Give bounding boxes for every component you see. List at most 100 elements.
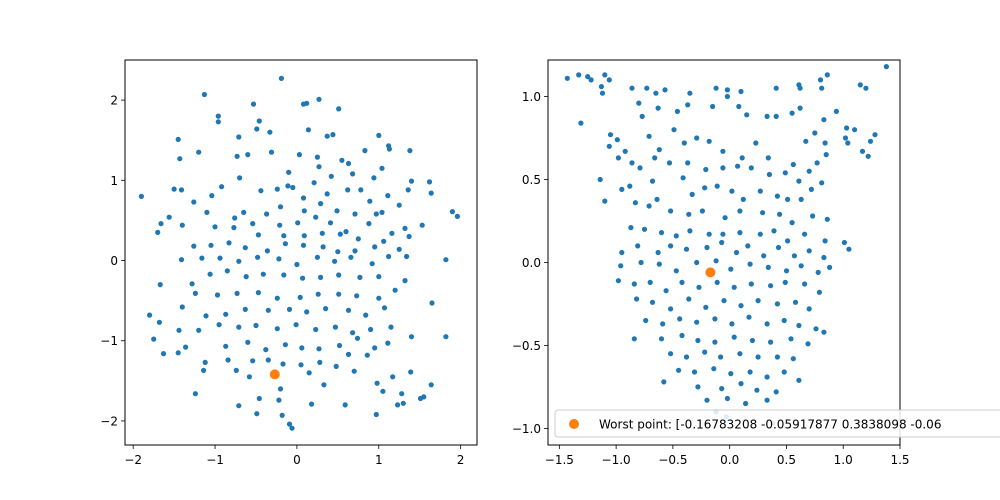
right-plot-point-111 <box>810 213 816 219</box>
left-plot-point-49 <box>274 186 280 192</box>
right-plot-point-30 <box>685 102 691 108</box>
left-plot-point-59 <box>264 211 270 217</box>
left-plot-point-98 <box>208 242 214 248</box>
left-plot-point-158 <box>363 312 369 318</box>
right-plot-point-122 <box>771 228 777 234</box>
left-plot-point-131 <box>318 274 324 280</box>
left-plot-point-112 <box>236 258 242 264</box>
left-plot-point-108 <box>396 246 402 252</box>
left-plot-point-97 <box>191 243 197 249</box>
right-plot-y-tick-label: 0.5 <box>522 173 541 187</box>
left-plot-point-55 <box>171 186 177 192</box>
right-plot-point-214 <box>764 374 770 380</box>
left-plot-point-10 <box>254 126 260 132</box>
left-plot-point-177 <box>223 343 229 349</box>
right-plot-point-177 <box>792 299 799 305</box>
left-plot-point-174 <box>443 334 449 340</box>
legend-marker <box>569 419 579 429</box>
left-plot-point-223 <box>246 374 252 380</box>
right-plot-point-3 <box>588 77 594 83</box>
right-plot-point-132 <box>704 244 710 251</box>
left-plot-point-31 <box>350 171 356 177</box>
left-plot-point-61 <box>301 208 307 214</box>
left-plot-point-221 <box>321 382 327 388</box>
left-plot-point-182 <box>316 346 322 352</box>
left-plot-point-9 <box>215 119 221 125</box>
left-plot-point-157 <box>345 307 352 313</box>
left-plot-y-tick-label: 1 <box>110 174 118 188</box>
left-plot-point-176 <box>183 344 189 350</box>
left-plot-points <box>138 75 460 431</box>
right-plot-point-15 <box>797 85 803 91</box>
left-plot-point-136 <box>192 290 198 296</box>
left-plot-point-85 <box>231 225 237 231</box>
right-plot-point-158 <box>663 288 669 294</box>
right-plot-point-101 <box>632 200 639 206</box>
right-plot-point-5 <box>606 77 612 83</box>
left-plot-point-103 <box>300 242 307 248</box>
left-plot-x-tick-label: 2 <box>457 453 465 467</box>
right-plot-point-7 <box>599 90 606 96</box>
right-plot-point-102 <box>646 203 652 209</box>
right-plot-point-213 <box>747 369 753 375</box>
right-plot-point-106 <box>722 215 728 221</box>
left-plot-point-12 <box>267 129 273 135</box>
right-plot-point-24 <box>724 87 731 93</box>
left-plot-point-173 <box>408 334 415 340</box>
left-plot-point-135 <box>402 278 408 284</box>
right-plot-point-48 <box>865 153 871 159</box>
left-plot-point-93 <box>389 230 395 236</box>
left-plot-point-35 <box>379 165 385 171</box>
left-plot-point-88 <box>301 233 307 239</box>
right-plot-point-38 <box>797 105 803 111</box>
left-plot-point-201 <box>408 369 414 375</box>
right-plot-point-97 <box>785 196 791 202</box>
left-plot-point-219 <box>286 421 293 427</box>
left-plot-point-107 <box>372 244 378 250</box>
right-plot-point-174 <box>738 303 744 309</box>
legend-box <box>554 409 1000 438</box>
right-plot-point-86 <box>627 183 633 189</box>
legend-label: Worst point: [-0.16783208 -0.05917877 0.… <box>599 418 941 432</box>
left-plot-point-123 <box>157 282 163 288</box>
left-plot-point-5 <box>250 101 257 107</box>
right-plot-point-147 <box>713 258 719 264</box>
right-plot-point-21 <box>662 87 668 93</box>
left-plot-point-65 <box>373 211 379 217</box>
left-plot-point-100 <box>242 245 248 251</box>
left-plot-point-109 <box>178 257 185 263</box>
left-plot-point-217 <box>279 412 285 418</box>
left-plot-point-122 <box>443 257 449 263</box>
left-plot-x-ticks: −2 −1 0 1 2 <box>124 445 464 467</box>
left-plot-point-117 <box>332 258 338 264</box>
left-plot-point-220 <box>373 411 379 418</box>
left-plot-point-24 <box>296 152 302 158</box>
right-plot-point-82 <box>796 178 802 184</box>
right-plot-point-90 <box>689 191 695 197</box>
right-plot-point-100 <box>602 198 608 204</box>
left-plot-point-215 <box>400 400 406 406</box>
left-plot-point-32 <box>316 164 322 170</box>
left-plot-point-179 <box>263 347 269 353</box>
left-plot-point-181 <box>299 345 305 351</box>
right-plot-point-203 <box>702 349 708 355</box>
left-plot-point-196 <box>202 359 208 365</box>
right-plot-point-170 <box>668 306 674 312</box>
right-plot-y-tick-label: 0.0 <box>522 256 541 270</box>
right-plot-y-tick-label: −0.5 <box>512 339 541 353</box>
left-plot-point-92 <box>381 238 387 244</box>
left-plot-point-163 <box>216 322 222 328</box>
left-plot-point-159 <box>381 305 388 311</box>
left-plot-point-121 <box>404 253 410 260</box>
left-plot-point-111 <box>217 255 223 261</box>
left-plot-point-8 <box>215 113 221 119</box>
left-plot-point-47 <box>426 179 433 185</box>
right-plot-point-72 <box>637 165 643 171</box>
left-plot-point-51 <box>345 187 351 193</box>
right-plot-point-134 <box>733 249 740 256</box>
left-plot-point-160 <box>156 319 162 325</box>
right-plot-point-179 <box>643 317 649 324</box>
right-plot-point-9 <box>857 82 863 88</box>
right-plot-point-221 <box>754 387 760 393</box>
left-plot-point-39 <box>371 175 377 181</box>
